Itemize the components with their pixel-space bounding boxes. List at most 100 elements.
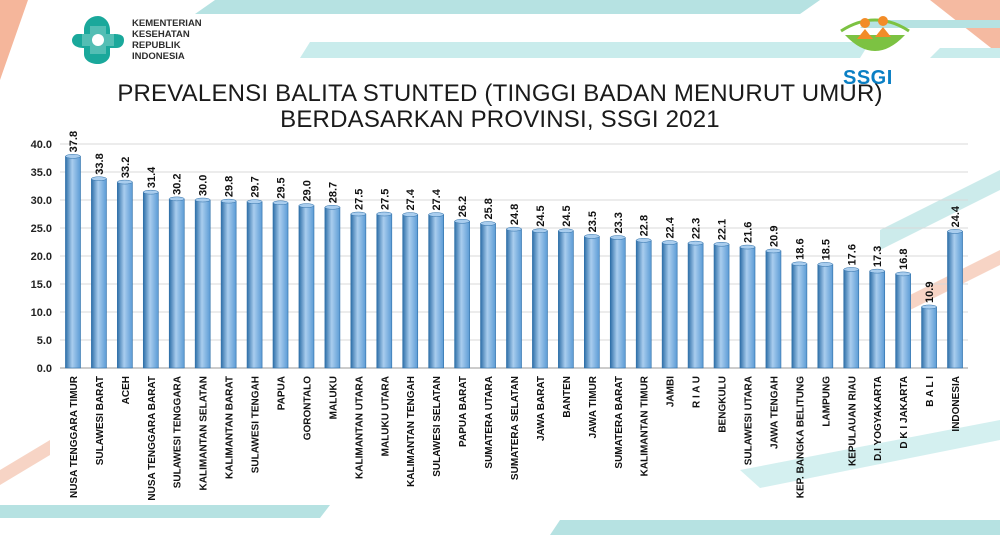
value-label: 31.4 — [146, 166, 158, 188]
bar-top — [65, 154, 81, 159]
bar — [791, 263, 808, 369]
bar — [584, 236, 600, 369]
bar — [428, 214, 444, 369]
bar — [220, 200, 237, 369]
bar — [817, 264, 834, 369]
bar-top — [791, 261, 808, 267]
value-label: 18.6 — [794, 238, 806, 259]
bar-top — [324, 205, 341, 210]
bar — [687, 242, 704, 369]
bar — [168, 198, 185, 369]
value-label: 22.3 — [691, 218, 703, 239]
y-tick-label: 10.0 — [31, 307, 52, 319]
category-label: NUSA TENGGARA TIMUR — [69, 375, 80, 498]
bar — [324, 206, 341, 369]
bar — [402, 214, 419, 369]
bar-top — [350, 211, 367, 217]
bar-top — [117, 179, 133, 185]
bar-top — [661, 240, 678, 245]
bar-top — [194, 197, 211, 203]
value-label: 22.8 — [639, 215, 651, 236]
value-label: 22.4 — [665, 216, 677, 238]
bar-top — [91, 176, 107, 181]
bar-top — [168, 196, 185, 202]
category-label: JAWA TIMUR — [588, 375, 599, 438]
ministry-line: KEMENTERIAN — [132, 18, 202, 29]
bar — [739, 246, 756, 369]
y-tick-label: 15.0 — [31, 279, 52, 291]
bar-top — [765, 248, 782, 254]
bar — [506, 228, 522, 369]
bar-top — [402, 212, 419, 217]
value-label: 16.8 — [898, 248, 910, 269]
value-label: 23.5 — [587, 211, 599, 232]
category-label: SUMATERA SELATAN — [510, 376, 521, 480]
value-label: 33.8 — [94, 153, 106, 174]
bar-top — [739, 244, 756, 250]
bar — [713, 243, 730, 369]
value-label: 37.8 — [68, 131, 80, 152]
category-label: JAMBI — [666, 376, 677, 407]
category-label: SUMATERA BARAT — [614, 376, 625, 469]
bar — [843, 269, 860, 369]
value-label: 21.6 — [742, 222, 754, 243]
category-label: SULAWESI BARAT — [95, 376, 106, 465]
value-label: 30.0 — [198, 175, 210, 196]
value-label: 29.8 — [224, 176, 236, 197]
bar — [272, 202, 289, 369]
category-label: KEPULAUAN RIAU — [847, 376, 858, 466]
bar — [765, 250, 782, 369]
category-label: BANTEN — [562, 376, 573, 418]
bar-top — [895, 271, 911, 277]
ssgi-emblem-icon — [840, 16, 910, 51]
y-tick-label: 5.0 — [37, 335, 52, 347]
bar — [532, 230, 548, 369]
y-tick-label: 35.0 — [31, 167, 52, 179]
category-label: INDONESIA — [951, 376, 962, 432]
category-label: PAPUA BARAT — [458, 376, 469, 447]
ministry-line: INDONESIA — [132, 51, 185, 62]
bar-top — [480, 221, 496, 226]
y-tick-label: 40.0 — [31, 139, 52, 151]
bar-top — [817, 262, 834, 267]
value-label: 23.3 — [613, 212, 625, 233]
bar-top — [506, 226, 522, 232]
category-label: NUSA TENGGARA BARAT — [147, 376, 158, 501]
bar — [194, 199, 211, 369]
bar-top — [428, 212, 444, 217]
category-label: SUMATERA UTARA — [484, 376, 495, 469]
category-label: SULAWESI TENGGARA — [173, 376, 184, 488]
ssgi-logo: SSGI — [835, 5, 915, 100]
bar — [376, 213, 393, 369]
bar — [91, 178, 107, 369]
category-label: PAPUA — [277, 376, 288, 410]
category-label: GORONTALO — [302, 376, 313, 440]
value-label: 17.3 — [872, 246, 884, 267]
bar-top — [584, 234, 600, 239]
bar — [869, 270, 886, 369]
value-label: 18.5 — [820, 239, 832, 260]
bar — [117, 181, 133, 369]
category-label: LAMPUNG — [821, 376, 832, 427]
value-label: 29.7 — [250, 176, 262, 197]
category-label: D K I JAKARTA — [899, 376, 910, 449]
category-label: B A L I — [925, 376, 936, 407]
y-tick-label: 0.0 — [37, 363, 52, 375]
value-label: 27.5 — [353, 189, 365, 210]
bar — [661, 242, 678, 369]
value-label: 29.0 — [301, 180, 313, 201]
value-label: 27.4 — [405, 188, 417, 210]
category-label: KALIMANTAN TIMUR — [640, 375, 651, 476]
chart-title-line2: BERDASARKAN PROVINSI, SSGI 2021 — [280, 106, 720, 133]
category-label: KALIMANTAN UTARA — [354, 376, 365, 479]
category-label: SULAWESI SELATAN — [432, 376, 443, 477]
bar — [298, 205, 315, 369]
value-label: 29.5 — [276, 177, 288, 198]
ministry-line: REPUBLIK — [132, 40, 181, 51]
bar — [142, 191, 159, 369]
bar-top — [869, 268, 885, 274]
value-label: 24.5 — [561, 205, 573, 226]
value-label: 27.4 — [431, 188, 443, 210]
value-label: 33.2 — [120, 157, 132, 178]
